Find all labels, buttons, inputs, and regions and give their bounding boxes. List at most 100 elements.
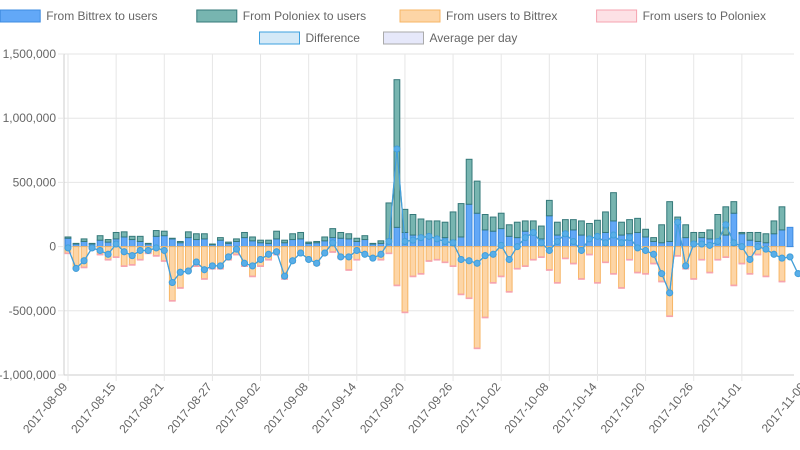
point [794, 270, 800, 278]
bar [553, 282, 561, 284]
legend-item[interactable]: From Bittrex to users [0, 9, 158, 23]
point [297, 249, 305, 257]
bar [192, 265, 200, 268]
bar [168, 237, 176, 240]
bar [96, 253, 104, 256]
legend-item[interactable]: From Poloniex to users [196, 9, 366, 23]
point [545, 246, 553, 254]
bar [698, 246, 706, 260]
point [200, 266, 208, 274]
bar [513, 267, 521, 270]
bar [377, 258, 385, 261]
bar [257, 265, 264, 268]
point [577, 246, 585, 254]
bar [578, 234, 585, 248]
bar [786, 226, 794, 248]
bar [770, 233, 778, 248]
bar [393, 226, 401, 248]
bar [473, 180, 481, 214]
point [658, 270, 666, 278]
bar [217, 237, 224, 241]
point [192, 258, 200, 266]
point [754, 243, 762, 251]
bar [305, 241, 313, 244]
legend-item[interactable]: From users to Bittrex [399, 9, 557, 23]
bar [642, 236, 649, 248]
legend-item[interactable]: Difference [259, 31, 361, 45]
bar [730, 201, 738, 214]
bar [233, 253, 240, 256]
bar [425, 246, 433, 262]
bar [746, 273, 754, 275]
bar [626, 258, 633, 261]
bar [249, 275, 256, 278]
bar [209, 243, 216, 246]
bar [104, 239, 112, 243]
point [401, 237, 409, 245]
bar [345, 238, 353, 248]
bar [674, 255, 682, 257]
y-axis-ticks: 1,500,000 1,000,000 500,000 0 -500,000 -1,000… [0, 47, 64, 382]
legend-swatch [0, 9, 41, 23]
bar [489, 216, 497, 232]
bar [666, 201, 674, 242]
bar [265, 258, 272, 261]
legend-swatch [383, 31, 424, 45]
point [144, 246, 152, 254]
legend-swatch [596, 9, 638, 23]
bar [553, 246, 561, 284]
point [561, 230, 569, 238]
bar [353, 237, 361, 242]
bar [529, 246, 537, 260]
x-tick-label: 2017-10-02 [453, 380, 503, 436]
legend-item[interactable]: From users to Poloniex [596, 9, 766, 23]
point [96, 246, 104, 254]
point [72, 264, 80, 272]
point [361, 250, 369, 258]
point [610, 231, 618, 239]
y-tick-label: -1,000,000 [0, 368, 56, 382]
legend-label: From Poloniex to users [243, 9, 366, 23]
bar [217, 239, 224, 248]
point [666, 289, 674, 297]
point [457, 255, 465, 263]
x-tick-label: 2017-08-15 [68, 380, 118, 436]
point [240, 259, 248, 267]
legend-label: Difference [306, 31, 361, 45]
bar [570, 246, 577, 264]
bar [353, 240, 361, 248]
legend: From Bittrex to users From Poloniex to us… [0, 9, 766, 45]
bar [642, 228, 649, 238]
point [489, 250, 497, 258]
bar [690, 246, 698, 280]
bar [369, 242, 377, 245]
bar [505, 291, 513, 293]
bar [497, 246, 505, 277]
point [224, 253, 232, 261]
legend-label: Average per day [430, 31, 518, 45]
bar [160, 235, 168, 248]
bar [433, 246, 441, 260]
legend-label: From users to Bittrex [446, 9, 557, 23]
point [642, 246, 650, 254]
point [449, 239, 457, 247]
point [441, 237, 449, 245]
bar [337, 231, 345, 239]
bar [64, 252, 72, 255]
bar [120, 265, 128, 268]
legend-item[interactable]: Average per day [383, 31, 518, 45]
x-tick-label: 2017-10-08 [501, 380, 551, 436]
bar [618, 221, 625, 236]
point [257, 255, 265, 263]
point [650, 250, 658, 258]
point [505, 255, 513, 263]
bar [401, 246, 409, 313]
point [786, 253, 794, 261]
bar [754, 253, 762, 256]
x-tick-label: 2017-09-14 [309, 380, 359, 436]
bar [329, 228, 337, 239]
point [553, 237, 561, 245]
bar [497, 275, 505, 278]
bar [257, 239, 264, 244]
bar [545, 269, 553, 271]
